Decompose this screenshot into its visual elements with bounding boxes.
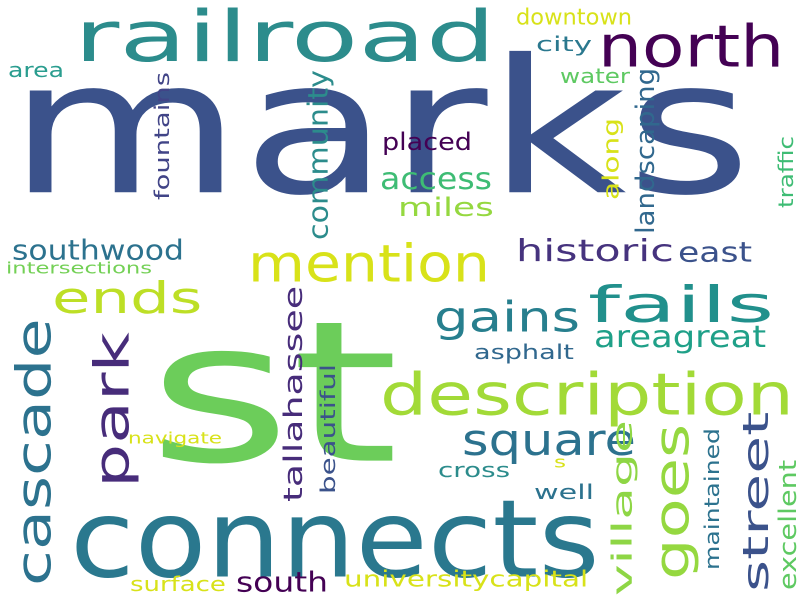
word-railroad: railroad [74, 0, 496, 78]
word-excellent: excellent [773, 459, 800, 590]
word-park: park [83, 332, 140, 488]
word-tallahassee: tallahassee [277, 285, 309, 502]
word-city: city [536, 32, 593, 56]
word-water: water [560, 64, 630, 88]
word-mention: mention [248, 233, 490, 295]
word-south: south [236, 565, 329, 599]
word-southwood: southwood [12, 233, 184, 267]
word-gains: gains [434, 292, 581, 342]
word-ends: ends [52, 272, 203, 324]
word-st: st [148, 278, 399, 508]
word-intersections: intersections [6, 258, 153, 278]
word-fountains: fountains [150, 72, 174, 200]
word-beautiful: beautiful [316, 363, 340, 494]
word-placed: placed [382, 127, 472, 156]
word-access: access [380, 161, 492, 197]
word-cross: cross [438, 458, 511, 482]
word-street: street [734, 411, 777, 592]
word-landscaping: landscaping [629, 67, 661, 235]
word-area: area [8, 58, 64, 82]
word-traffic: traffic [774, 135, 798, 208]
word-historic: historic [516, 233, 674, 269]
word-north: north [598, 12, 785, 81]
word-areagreat: areagreat [594, 319, 767, 355]
word-village: village [605, 420, 639, 596]
word-well: well [534, 480, 594, 504]
word-surface: surface [130, 572, 226, 596]
word-east: east [678, 235, 753, 269]
word-downtown: downtown [516, 4, 633, 30]
word-miles: miles [398, 191, 494, 223]
word-goes: goes [643, 423, 700, 580]
word-description: description [380, 360, 795, 429]
word-universitycapital: universitycapital [344, 566, 589, 592]
word-cascade: cascade [5, 318, 62, 586]
word-maintained: maintained [700, 428, 724, 570]
word-navigate: navigate [128, 428, 223, 448]
word-community: community [301, 70, 335, 240]
word-asphalt: asphalt [474, 340, 574, 364]
word-s: s [554, 452, 567, 472]
word-along: along [598, 117, 624, 200]
word-fails: fails [588, 275, 775, 334]
word-connects: connects [70, 476, 600, 600]
word-square: square [462, 414, 636, 466]
word-marks: marks [8, 19, 752, 237]
